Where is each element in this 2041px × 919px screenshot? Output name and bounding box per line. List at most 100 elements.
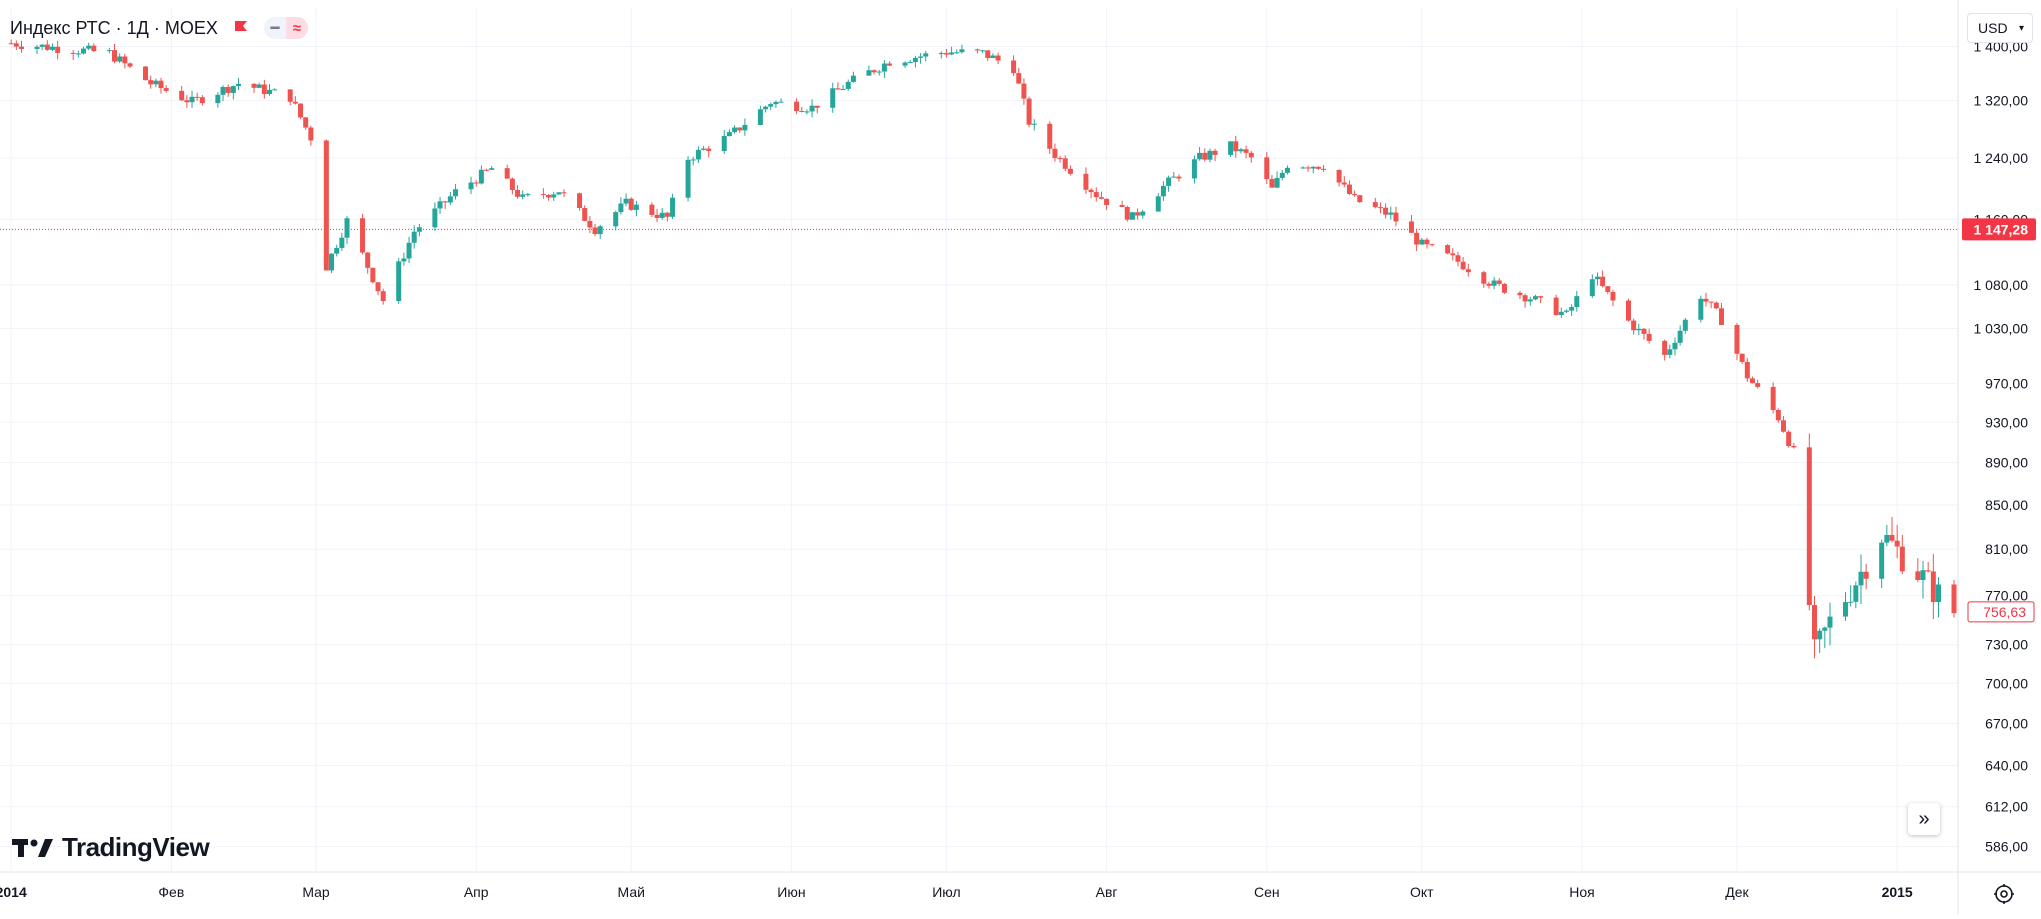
x-tick-label: Июл	[932, 884, 960, 900]
candle-body	[556, 192, 562, 195]
candle-body	[292, 101, 298, 104]
candle	[1300, 166, 1306, 169]
double-chevron-right-icon: »	[1918, 807, 1930, 830]
candle	[230, 85, 236, 100]
candle-body	[1951, 584, 1957, 614]
y-tick-label: 670,00	[1985, 716, 2028, 732]
candle-body	[1445, 245, 1451, 254]
candle-body	[1827, 616, 1833, 628]
eye-icon[interactable]: ━	[270, 20, 280, 37]
candle	[163, 85, 169, 93]
candle	[587, 216, 593, 234]
candle	[117, 53, 123, 64]
candle	[1166, 175, 1172, 192]
candle	[613, 210, 619, 231]
candle-body	[1662, 340, 1668, 355]
tradingview-logo[interactable]: TradingView	[12, 832, 210, 863]
candle-body	[628, 198, 634, 210]
candle	[1734, 323, 1740, 361]
y-tick-label: 850,00	[1985, 497, 2028, 513]
candle-body	[1274, 177, 1280, 188]
candle	[1011, 55, 1017, 76]
candle-body	[308, 127, 314, 141]
candle-body	[871, 70, 877, 73]
candle-body	[287, 89, 293, 102]
candle	[1806, 433, 1812, 611]
candle-body	[1625, 300, 1631, 321]
candle	[1212, 148, 1218, 162]
candle	[649, 202, 655, 218]
candle-body	[980, 50, 986, 52]
candle	[1786, 430, 1792, 448]
candle	[690, 156, 696, 166]
candle	[334, 244, 340, 257]
candle-body	[1491, 280, 1497, 286]
x-tick-label: Мар	[302, 884, 330, 900]
candle	[1667, 344, 1673, 359]
candle	[1160, 181, 1166, 201]
flag-icon[interactable]	[232, 19, 250, 37]
candle-body	[592, 227, 598, 235]
candle-body	[1925, 570, 1931, 572]
candle-body	[375, 282, 381, 292]
candle	[1899, 534, 1905, 575]
candle	[1930, 553, 1936, 620]
candle	[990, 53, 996, 59]
candle-body	[158, 80, 164, 89]
candle-body	[520, 194, 526, 197]
candle-body	[189, 96, 195, 103]
legend-toggle-pill[interactable]: ━ ≈	[263, 17, 308, 39]
candle-body	[1383, 207, 1389, 215]
candle-body	[478, 169, 484, 184]
candle-body	[329, 253, 335, 271]
candle-body	[1574, 296, 1580, 308]
candle	[1625, 298, 1631, 322]
candle	[1951, 580, 1957, 618]
scroll-to-realtime-button[interactable]: »	[1908, 803, 1940, 835]
candle-body	[81, 48, 87, 54]
candle	[1662, 339, 1668, 361]
candle-body	[406, 242, 412, 259]
candle-body	[360, 218, 366, 253]
candle	[256, 82, 262, 88]
chart-legend: Индекс РТС · 1Д · MOEX ━ ≈	[10, 14, 308, 42]
candle	[1703, 292, 1709, 307]
candle	[1088, 188, 1094, 199]
candle-body	[695, 149, 701, 160]
candle-body	[1352, 193, 1358, 196]
candle	[1481, 270, 1487, 288]
candle-body	[866, 70, 872, 76]
candle	[1140, 209, 1146, 219]
candle-body	[778, 101, 784, 103]
candle	[923, 50, 929, 62]
candle	[1352, 190, 1358, 197]
candle	[1052, 143, 1058, 162]
currency-button[interactable]: USD ▾	[1967, 13, 2033, 43]
candle-body	[1284, 167, 1290, 173]
candle	[1822, 626, 1828, 648]
candle	[453, 184, 459, 200]
candle	[1935, 577, 1941, 618]
candle-body	[1894, 540, 1900, 547]
candle	[396, 257, 402, 304]
candle-body	[546, 195, 552, 198]
candle-body	[272, 89, 278, 91]
candle-body	[887, 63, 893, 66]
approx-icon[interactable]: ≈	[285, 17, 308, 39]
candle-body	[721, 136, 727, 152]
x-tick-label: Сен	[1254, 884, 1280, 900]
gear-icon[interactable]	[1992, 882, 2016, 906]
candle-body	[1228, 141, 1234, 155]
candle	[1594, 272, 1600, 286]
candle-body	[1372, 202, 1378, 208]
candle	[1817, 628, 1823, 654]
candle	[261, 79, 267, 99]
symbol-title[interactable]: Индекс РТС · 1Д · MOEX	[10, 17, 218, 38]
candle-body	[1011, 60, 1017, 74]
candle	[1465, 263, 1471, 277]
candle-body	[1780, 420, 1786, 432]
candle	[1842, 592, 1848, 621]
candle-body	[339, 237, 345, 248]
